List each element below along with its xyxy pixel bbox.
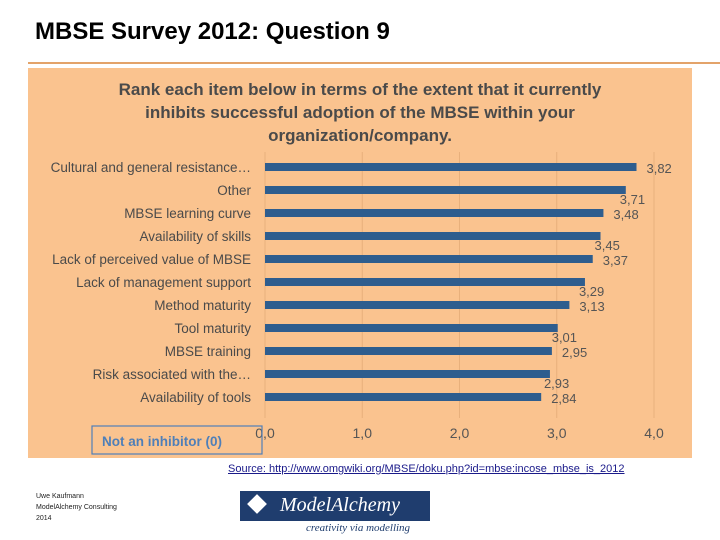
bar — [265, 347, 552, 355]
bar — [265, 255, 593, 263]
chart-panel: Rank each item below in terms of the ext… — [28, 68, 692, 458]
value-label: 3,45 — [595, 238, 620, 253]
legend-box — [91, 425, 263, 455]
source-link[interactable]: Source: http://www.omgwiki.org/MBSE/doku… — [228, 463, 625, 475]
chart-title-line: organization/company. — [268, 126, 452, 145]
footer-author-name: Uwe Kaufmann — [36, 493, 84, 500]
value-label: 3,48 — [613, 207, 638, 222]
value-label: 3,37 — [603, 253, 628, 268]
category-label: Cultural and general resistance… — [51, 160, 251, 175]
bar — [265, 278, 585, 286]
bar — [265, 301, 570, 309]
chart-title-line: Rank each item below in terms of the ext… — [119, 80, 602, 99]
logo-name: ModelAlchemy — [280, 494, 400, 516]
value-label: 3,71 — [620, 192, 645, 207]
bar-chart: Rank each item below in terms of the ext… — [51, 80, 672, 455]
bar — [265, 232, 601, 240]
x-tick-label: 2,0 — [450, 425, 470, 441]
bar — [265, 163, 637, 171]
bar — [265, 324, 558, 332]
value-label: 2,95 — [562, 345, 587, 360]
value-label: 3,82 — [646, 161, 671, 176]
category-label: MBSE training — [165, 344, 251, 359]
bar — [265, 209, 604, 217]
title-divider — [28, 62, 720, 64]
logo-banner: ModelAlchemy — [240, 491, 430, 521]
category-label: Lack of management support — [76, 275, 251, 290]
category-label: Lack of perceived value of MBSE — [52, 252, 251, 267]
category-label: Other — [217, 183, 251, 198]
category-label: Risk associated with the… — [93, 367, 251, 382]
category-label: MBSE learning curve — [124, 206, 251, 221]
diamond-icon — [247, 494, 267, 514]
value-label: 2,84 — [551, 391, 576, 406]
value-label: 2,93 — [544, 376, 569, 391]
bar — [265, 393, 542, 401]
slide-title: MBSE Survey 2012: Question 9 — [35, 18, 390, 45]
category-label: Availability of skills — [139, 229, 251, 244]
x-tick-label: 3,0 — [547, 425, 567, 441]
value-label: 3,01 — [552, 330, 577, 345]
chart-title-line: inhibits successful adoption of the MBSE… — [145, 103, 575, 122]
footer-author: Uwe Kaufmann ModelAlchemy Consulting 201… — [36, 491, 117, 524]
legend-note: Not an inhibitor (0) — [102, 434, 222, 449]
x-tick-label: 0,0 — [255, 425, 275, 441]
bar — [265, 186, 626, 194]
footer-year: 2014 — [36, 515, 52, 522]
category-label: Tool maturity — [174, 321, 251, 336]
modelalchemy-logo: ModelAlchemy creativity via modelling — [240, 491, 430, 535]
bar — [265, 370, 550, 378]
category-label: Method maturity — [154, 298, 251, 313]
logo-tagline: creativity via modelling — [306, 522, 411, 534]
category-label: Availability of tools — [140, 390, 251, 405]
x-tick-label: 1,0 — [353, 425, 373, 441]
value-label: 3,13 — [579, 299, 604, 314]
footer-company: ModelAlchemy Consulting — [36, 504, 117, 511]
value-label: 3,29 — [579, 284, 604, 299]
x-tick-label: 4,0 — [644, 425, 664, 441]
